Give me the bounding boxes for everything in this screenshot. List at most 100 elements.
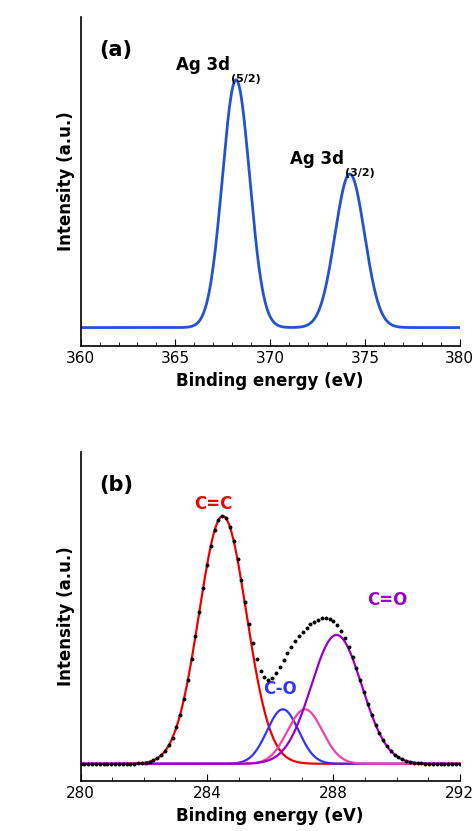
Point: [437, 757, 445, 770]
Text: (5/2): (5/2): [231, 73, 261, 84]
Point: [406, 755, 414, 769]
Point: [96, 757, 103, 770]
Point: [410, 756, 418, 770]
Point: [345, 640, 353, 653]
Point: [111, 757, 119, 770]
Point: [329, 615, 337, 628]
Point: [100, 757, 107, 770]
Point: [196, 605, 203, 618]
Point: [292, 635, 299, 648]
Point: [441, 757, 448, 770]
Point: [341, 632, 349, 645]
Point: [283, 647, 291, 660]
Point: [253, 652, 261, 666]
Point: [307, 617, 314, 631]
Point: [249, 637, 257, 650]
Point: [372, 718, 379, 731]
Point: [115, 757, 123, 770]
Point: [150, 754, 157, 767]
Point: [207, 539, 215, 553]
Point: [448, 757, 456, 770]
Point: [119, 757, 127, 770]
Point: [391, 748, 399, 761]
Point: [104, 757, 111, 770]
Point: [379, 734, 387, 747]
Point: [88, 757, 96, 770]
Point: [230, 534, 237, 548]
Point: [429, 757, 437, 770]
Point: [241, 596, 249, 609]
Point: [180, 692, 188, 706]
Point: [383, 740, 391, 753]
Point: [219, 509, 226, 523]
Point: [295, 629, 303, 642]
Text: C=O: C=O: [367, 591, 407, 609]
Point: [421, 757, 429, 770]
Point: [200, 582, 207, 595]
Point: [452, 757, 460, 770]
Point: [203, 558, 211, 572]
Point: [433, 757, 441, 770]
Point: [211, 524, 219, 537]
Point: [268, 671, 276, 685]
Point: [165, 739, 173, 752]
Point: [108, 757, 115, 770]
Point: [84, 757, 92, 770]
Point: [157, 749, 165, 762]
Point: [138, 756, 146, 770]
Text: (3/2): (3/2): [345, 168, 375, 178]
Point: [188, 652, 195, 666]
Point: [310, 615, 318, 628]
Point: [368, 708, 375, 721]
Point: [77, 757, 84, 770]
Point: [399, 753, 406, 766]
Point: [81, 757, 88, 770]
Point: [387, 745, 395, 758]
Point: [237, 573, 245, 587]
Point: [425, 757, 433, 770]
Point: [123, 757, 130, 770]
Point: [257, 664, 264, 677]
Point: [246, 617, 253, 631]
Point: [418, 757, 425, 770]
Point: [264, 673, 272, 686]
X-axis label: Binding energy (eV): Binding energy (eV): [176, 807, 364, 824]
Point: [191, 629, 199, 642]
Point: [287, 640, 295, 653]
Point: [402, 755, 410, 768]
Point: [130, 757, 138, 770]
Point: [349, 651, 356, 664]
Point: [314, 613, 322, 627]
Point: [127, 757, 134, 770]
Text: Ag 3d: Ag 3d: [176, 56, 230, 74]
Point: [322, 612, 329, 625]
Point: [215, 514, 222, 527]
Text: (a): (a): [100, 40, 133, 60]
Text: (b): (b): [100, 475, 134, 494]
Point: [146, 755, 153, 769]
Point: [356, 674, 364, 687]
Point: [92, 757, 100, 770]
Point: [375, 726, 383, 740]
X-axis label: Binding energy (eV): Binding energy (eV): [176, 371, 364, 390]
Point: [142, 756, 149, 770]
Point: [234, 553, 241, 566]
Point: [360, 686, 368, 699]
Point: [333, 618, 341, 632]
Point: [456, 757, 464, 770]
Y-axis label: Intensity (a.u.): Intensity (a.u.): [57, 111, 75, 251]
Point: [318, 612, 326, 625]
Point: [173, 720, 180, 734]
Point: [161, 745, 169, 758]
Point: [280, 653, 287, 666]
Point: [226, 520, 234, 534]
Point: [326, 612, 333, 626]
Point: [299, 625, 307, 638]
Point: [272, 666, 280, 680]
Point: [276, 661, 283, 674]
Point: [395, 750, 402, 764]
Text: C-O: C-O: [263, 681, 297, 698]
Point: [184, 674, 191, 687]
Point: [261, 671, 268, 684]
Point: [154, 752, 161, 765]
